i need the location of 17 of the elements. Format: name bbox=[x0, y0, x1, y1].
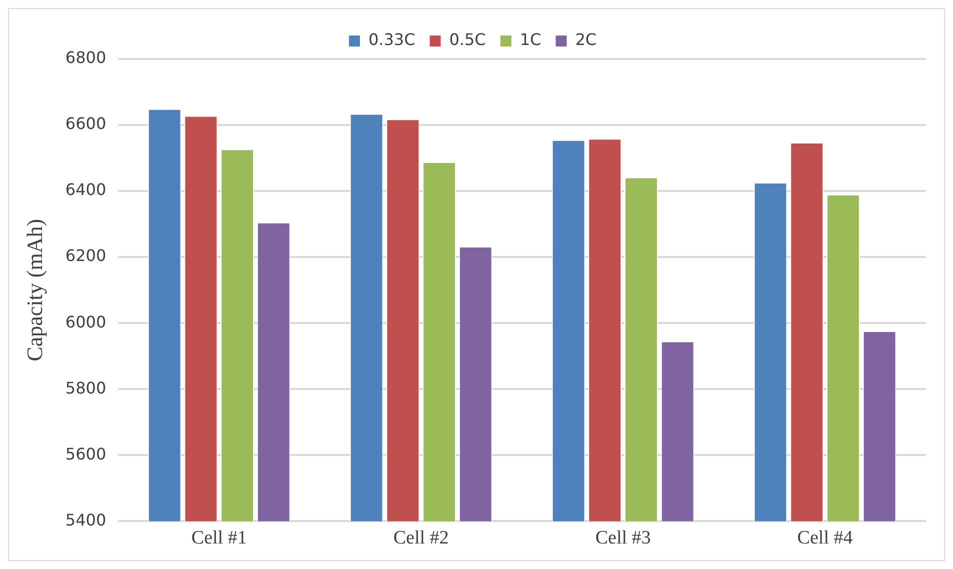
legend-label: 2C bbox=[575, 30, 597, 50]
y-tick-label: 6200 bbox=[65, 246, 106, 266]
y-axis-title: Capacity (mAh) bbox=[22, 218, 47, 362]
y-tick-label: 6800 bbox=[65, 48, 106, 68]
y-tick-label: 6400 bbox=[65, 180, 106, 200]
y-tick-label: 5600 bbox=[65, 444, 106, 464]
y-tick-label: 6000 bbox=[65, 312, 106, 332]
x-tick-label: Cell #3 bbox=[595, 528, 651, 549]
legend-label: 0.5C bbox=[449, 30, 486, 50]
legend-label: 1C bbox=[520, 30, 542, 50]
x-tick-label: Cell #4 bbox=[797, 528, 854, 549]
legend-label: 0.33C bbox=[368, 30, 416, 50]
x-tick-label: Cell #2 bbox=[393, 528, 449, 549]
x-tick-label: Cell #1 bbox=[191, 528, 247, 549]
y-tick-label: 5400 bbox=[65, 510, 106, 530]
y-tick-label: 6600 bbox=[65, 114, 106, 134]
y-tick-label: 5800 bbox=[65, 378, 106, 398]
